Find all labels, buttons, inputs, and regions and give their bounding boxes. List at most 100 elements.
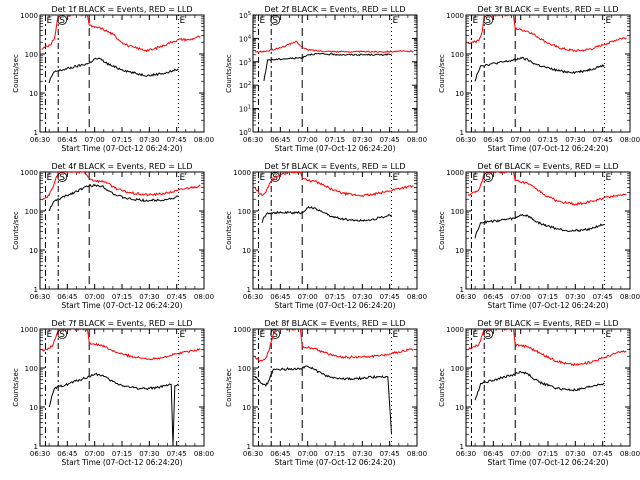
x-tick-label: 07:00: [511, 293, 531, 301]
y-tick-label: 1000: [233, 169, 251, 177]
plot-frame: [465, 328, 631, 447]
y-axis-label: Counts/sec: [12, 54, 20, 93]
x-tick-label: 06:30: [243, 136, 263, 144]
y-tick-label: 1: [460, 129, 464, 137]
detector-panel: Det 8f BLACK = Events, RED = LLD 1 10 100 10…: [225, 319, 427, 467]
x-tick-label: 06:45: [57, 450, 77, 458]
plot-frame: [39, 14, 205, 133]
event-marker-label: S: [485, 16, 491, 26]
x-tick-label: 07:00: [85, 450, 105, 458]
x-tick-label: 07:00: [85, 136, 105, 144]
event-rate-series: [263, 52, 392, 82]
y-tick-label: 100: [239, 128, 251, 137]
y-tick-label: 1: [34, 286, 38, 294]
x-tick-label: 06:45: [57, 293, 77, 301]
y-tick-label: 102: [239, 81, 251, 90]
x-axis-label: Start Time (07-Oct-12 06:24:20): [274, 144, 395, 153]
x-tick-label: 06:45: [57, 136, 77, 144]
x-tick-label: 08:00: [194, 136, 214, 144]
event-marker-label: S: [485, 173, 491, 183]
lld-rate-series: [467, 329, 627, 367]
x-axis-label: Start Time (07-Oct-12 06:24:20): [487, 144, 608, 153]
detector-panel: Det 1f BLACK = Events, RED = LLD 1 10 100 10…: [12, 5, 214, 153]
plot-frame: [252, 328, 418, 447]
x-tick-label: 08:00: [407, 293, 427, 301]
detector-panel: Det 4f BLACK = Events, RED = LLD 1 10 100 10…: [12, 162, 214, 310]
x-tick-label: 06:45: [270, 136, 290, 144]
event-marker-label: S: [272, 330, 278, 340]
x-tick-label: 06:30: [243, 450, 263, 458]
x-tick-label: 07:15: [112, 293, 132, 301]
x-tick-label: 06:30: [30, 136, 50, 144]
y-tick-label: 1: [247, 443, 251, 451]
y-tick-label: 100: [451, 365, 464, 373]
lld-rate-series: [254, 172, 414, 198]
event-marker-label: E: [179, 330, 185, 340]
panel-title: Det 9f BLACK = Events, RED = LLD: [477, 319, 618, 328]
event-marker-label: E: [605, 173, 611, 183]
y-tick-label: 1000: [233, 326, 251, 334]
event-marker-label: S: [59, 330, 65, 340]
plot-frame: [39, 328, 205, 447]
y-tick-label: 100: [25, 365, 38, 373]
x-tick-label: 06:30: [243, 293, 263, 301]
y-tick-label: 1000: [446, 12, 464, 20]
x-tick-label: 07:30: [352, 136, 372, 144]
x-tick-label: 06:30: [456, 136, 476, 144]
y-axis-label: Counts/sec: [438, 54, 446, 93]
x-tick-label: 06:45: [270, 293, 290, 301]
x-tick-label: 08:00: [194, 293, 214, 301]
y-tick-label: 1: [34, 443, 38, 451]
event-marker-label: S: [59, 173, 65, 183]
x-tick-label: 07:30: [139, 293, 159, 301]
x-tick-label: 07:00: [298, 293, 318, 301]
x-tick-label: 07:15: [325, 136, 345, 144]
x-axis-label: Start Time (07-Oct-12 06:24:20): [274, 301, 395, 310]
y-tick-label: 100: [25, 208, 38, 216]
event-marker-label: E: [259, 330, 265, 340]
lld-rate-series: [467, 172, 627, 206]
x-tick-label: 07:45: [593, 136, 613, 144]
lld-rate-series: [41, 15, 201, 53]
event-marker-label: E: [472, 330, 478, 340]
x-tick-label: 06:30: [30, 450, 50, 458]
y-tick-label: 1000: [20, 12, 38, 20]
panel-title: Det 4f BLACK = Events, RED = LLD: [51, 162, 192, 171]
x-tick-label: 07:45: [380, 293, 400, 301]
plot-frame: [465, 171, 631, 290]
event-marker-circle: [270, 329, 281, 339]
event-marker-label: E: [46, 330, 52, 340]
x-tick-label: 07:00: [511, 136, 531, 144]
lld-rate-series: [41, 172, 201, 201]
x-axis-label: Start Time (07-Oct-12 06:24:20): [61, 144, 182, 153]
x-tick-label: 07:15: [538, 293, 558, 301]
x-tick-label: 06:45: [270, 450, 290, 458]
lld-rate-series: [467, 15, 627, 53]
y-tick-label: 100: [451, 51, 464, 59]
x-tick-label: 07:15: [325, 450, 345, 458]
x-tick-label: 07:00: [511, 450, 531, 458]
detector-panel: Det 5f BLACK = Events, RED = LLD 1 10 100 10…: [225, 162, 427, 310]
x-tick-label: 07:45: [167, 136, 187, 144]
detector-panel: Det 6f BLACK = Events, RED = LLD 1 10 100 10…: [438, 162, 640, 310]
panel-title: Det 8f BLACK = Events, RED = LLD: [264, 319, 405, 328]
event-rate-series: [48, 57, 179, 84]
y-tick-label: 1: [34, 129, 38, 137]
event-marker-label: E: [392, 173, 398, 183]
event-marker-label: S: [485, 330, 491, 340]
x-axis-label: Start Time (07-Oct-12 06:24:20): [61, 301, 182, 310]
panel-title: Det 5f BLACK = Events, RED = LLD: [264, 162, 405, 171]
y-tick-label: 10: [455, 247, 464, 255]
x-tick-label: 08:00: [620, 293, 640, 301]
event-marker-label: E: [46, 16, 52, 26]
y-axis-label: Counts/sec: [438, 211, 446, 250]
x-tick-label: 06:30: [456, 293, 476, 301]
event-marker-label: E: [472, 173, 478, 183]
x-tick-label: 06:30: [456, 450, 476, 458]
y-axis-label: Counts/sec: [12, 368, 20, 407]
event-marker-label: E: [605, 330, 611, 340]
y-tick-label: 1000: [446, 169, 464, 177]
x-tick-label: 08:00: [194, 450, 214, 458]
y-tick-label: 103: [239, 58, 251, 67]
x-tick-label: 07:30: [565, 450, 585, 458]
